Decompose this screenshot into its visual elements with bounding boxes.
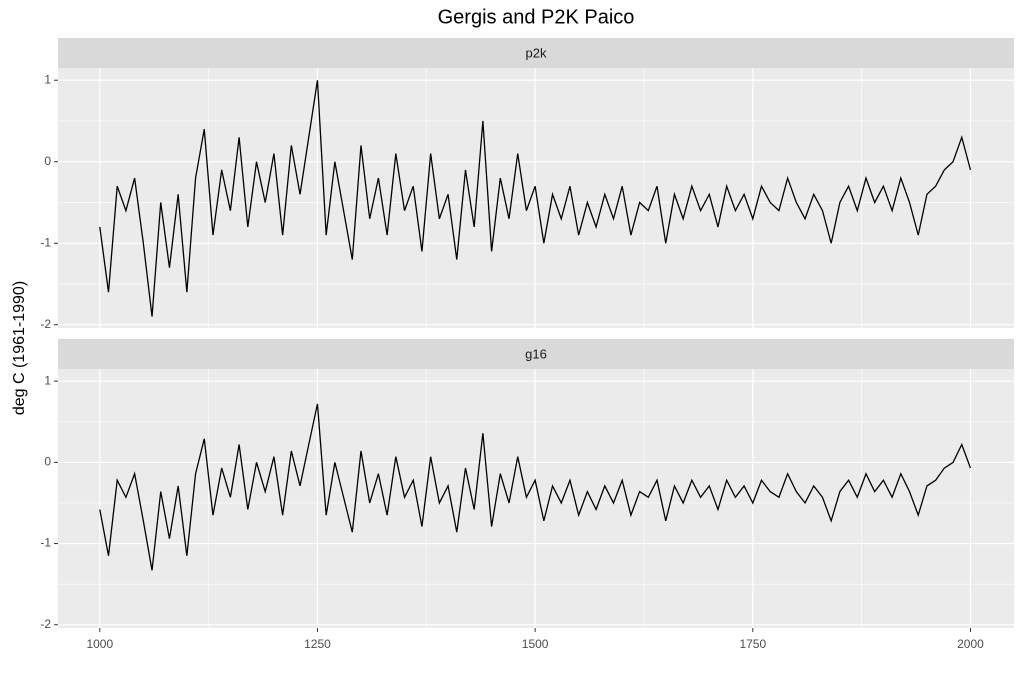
y-tick-label: 1	[44, 72, 51, 86]
data-line	[99, 403, 972, 571]
y-tick-label: -2	[40, 317, 51, 331]
data-line	[99, 80, 972, 317]
facet-label: p2k	[526, 45, 547, 60]
facet-strip	[58, 339, 1014, 369]
x-tick-label: 2000	[957, 637, 984, 651]
y-tick-label: -1	[40, 235, 51, 249]
x-tick-label: 1000	[86, 637, 113, 651]
y-tick-label: 0	[44, 154, 51, 168]
y-tick-label: 1	[44, 373, 51, 387]
x-tick-label: 1500	[522, 637, 549, 651]
y-axis-label: deg C (1961-1990)	[11, 281, 28, 415]
panel-background	[58, 68, 1014, 328]
x-tick-label: 1750	[739, 637, 766, 651]
y-tick-label: -1	[40, 536, 51, 550]
facet-strip	[58, 38, 1014, 68]
y-tick-label: -2	[40, 617, 51, 631]
panel-background	[58, 369, 1014, 628]
facet-label: g16	[525, 346, 547, 361]
chart-title: Gergis and P2K Paico	[438, 6, 635, 28]
x-tick-label: 1250	[304, 637, 331, 651]
y-tick-label: 0	[44, 455, 51, 469]
